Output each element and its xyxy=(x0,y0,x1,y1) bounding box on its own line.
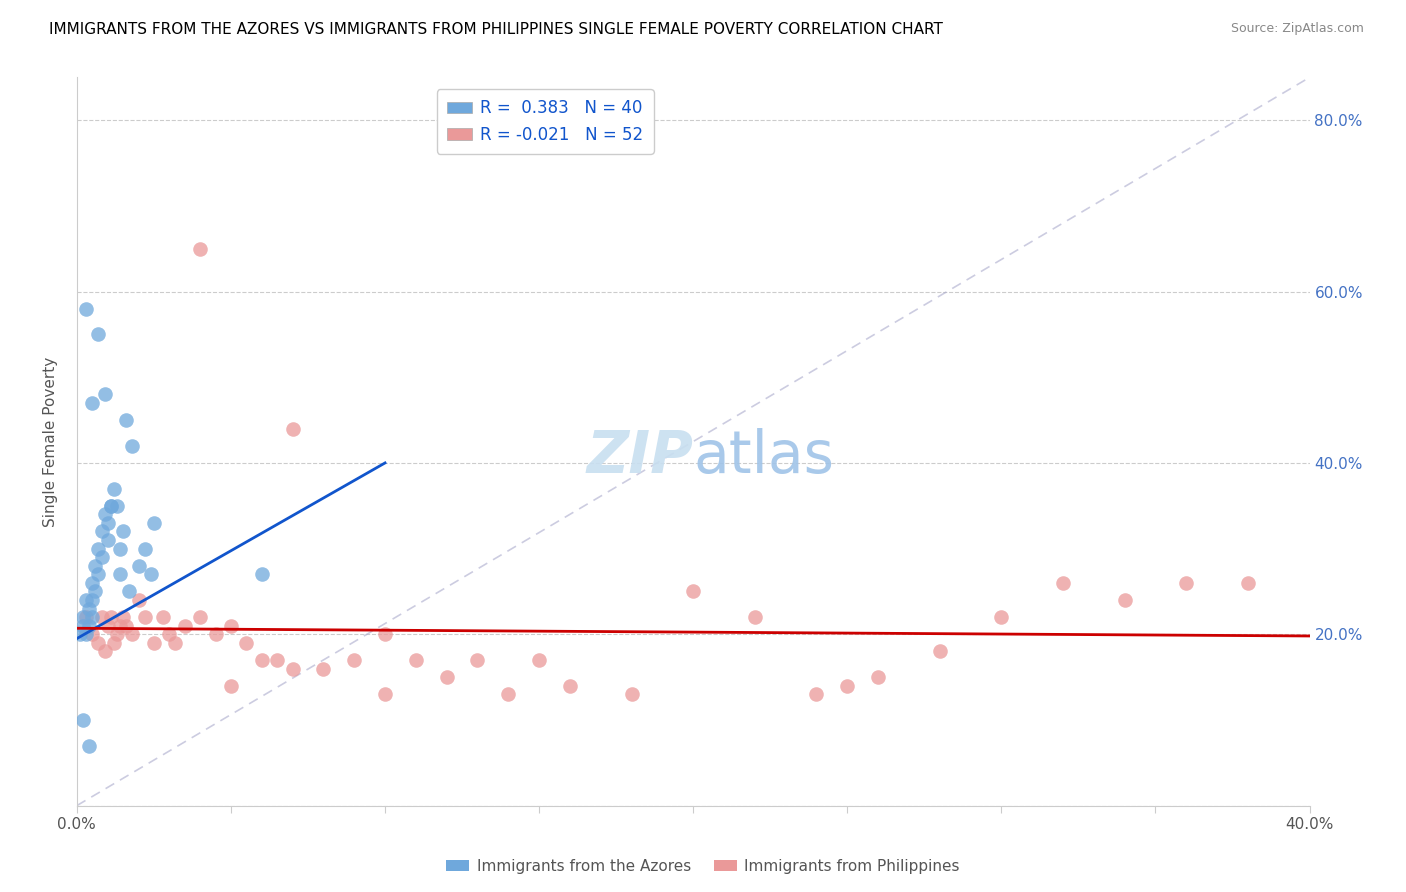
Point xyxy=(72,713,94,727)
Point xyxy=(75,610,97,624)
Point xyxy=(152,610,174,624)
Point xyxy=(436,670,458,684)
Point xyxy=(87,541,110,556)
Text: Source: ZipAtlas.com: Source: ZipAtlas.com xyxy=(1230,22,1364,36)
Point xyxy=(82,396,104,410)
Point xyxy=(100,499,122,513)
Point xyxy=(121,439,143,453)
Point xyxy=(108,567,131,582)
Point xyxy=(235,636,257,650)
Point xyxy=(87,327,110,342)
Point xyxy=(93,644,115,658)
Point xyxy=(165,636,187,650)
Point xyxy=(204,627,226,641)
Point xyxy=(134,610,156,624)
Point xyxy=(219,618,242,632)
Point xyxy=(250,653,273,667)
Point xyxy=(139,567,162,582)
Point xyxy=(84,558,107,573)
Point xyxy=(72,610,94,624)
Point xyxy=(105,627,128,641)
Point xyxy=(558,679,581,693)
Point xyxy=(97,533,120,547)
Point xyxy=(467,653,489,667)
Point xyxy=(188,610,211,624)
Point xyxy=(121,627,143,641)
Point xyxy=(100,499,122,513)
Point xyxy=(100,610,122,624)
Point xyxy=(103,636,125,650)
Point xyxy=(142,636,165,650)
Point xyxy=(90,550,112,565)
Point xyxy=(374,627,396,641)
Point xyxy=(128,558,150,573)
Point xyxy=(105,499,128,513)
Point xyxy=(97,516,120,530)
Point xyxy=(173,618,195,632)
Point xyxy=(87,636,110,650)
Point xyxy=(108,541,131,556)
Point xyxy=(75,301,97,316)
Point xyxy=(82,575,104,590)
Point xyxy=(108,618,131,632)
Point xyxy=(281,661,304,675)
Point xyxy=(990,610,1012,624)
Point xyxy=(837,679,859,693)
Legend: R =  0.383   N = 40, R = -0.021   N = 52: R = 0.383 N = 40, R = -0.021 N = 52 xyxy=(437,89,654,153)
Point xyxy=(97,618,120,632)
Point xyxy=(87,567,110,582)
Point xyxy=(75,627,97,641)
Point xyxy=(343,653,366,667)
Point xyxy=(405,653,427,667)
Point xyxy=(72,618,94,632)
Point xyxy=(868,670,890,684)
Point xyxy=(82,627,104,641)
Point xyxy=(75,593,97,607)
Point xyxy=(90,610,112,624)
Point xyxy=(744,610,766,624)
Point xyxy=(1052,575,1074,590)
Text: atlas: atlas xyxy=(693,427,834,484)
Text: IMMIGRANTS FROM THE AZORES VS IMMIGRANTS FROM PHILIPPINES SINGLE FEMALE POVERTY : IMMIGRANTS FROM THE AZORES VS IMMIGRANTS… xyxy=(49,22,943,37)
Point xyxy=(84,584,107,599)
Point xyxy=(118,584,141,599)
Point xyxy=(527,653,550,667)
Point xyxy=(250,567,273,582)
Point xyxy=(77,618,100,632)
Point xyxy=(93,387,115,401)
Point xyxy=(112,524,135,539)
Point xyxy=(928,644,950,658)
Point xyxy=(77,601,100,615)
Point xyxy=(128,593,150,607)
Point xyxy=(219,679,242,693)
Point xyxy=(266,653,288,667)
Point xyxy=(157,627,180,641)
Point xyxy=(82,593,104,607)
Point xyxy=(312,661,335,675)
Point xyxy=(1237,575,1260,590)
Point xyxy=(93,508,115,522)
Point xyxy=(69,627,91,641)
Point xyxy=(498,687,520,701)
Point xyxy=(115,413,138,427)
Point xyxy=(90,524,112,539)
Point xyxy=(112,610,135,624)
Point xyxy=(1114,593,1136,607)
Point xyxy=(374,687,396,701)
Point xyxy=(188,242,211,256)
Point xyxy=(281,422,304,436)
Point xyxy=(134,541,156,556)
Point xyxy=(77,739,100,753)
Y-axis label: Single Female Poverty: Single Female Poverty xyxy=(44,357,58,526)
Text: ZIP: ZIP xyxy=(586,427,693,484)
Point xyxy=(103,482,125,496)
Legend: Immigrants from the Azores, Immigrants from Philippines: Immigrants from the Azores, Immigrants f… xyxy=(440,853,966,880)
Point xyxy=(682,584,704,599)
Point xyxy=(806,687,828,701)
Point xyxy=(1175,575,1198,590)
Point xyxy=(142,516,165,530)
Point xyxy=(115,618,138,632)
Point xyxy=(82,610,104,624)
Point xyxy=(620,687,643,701)
